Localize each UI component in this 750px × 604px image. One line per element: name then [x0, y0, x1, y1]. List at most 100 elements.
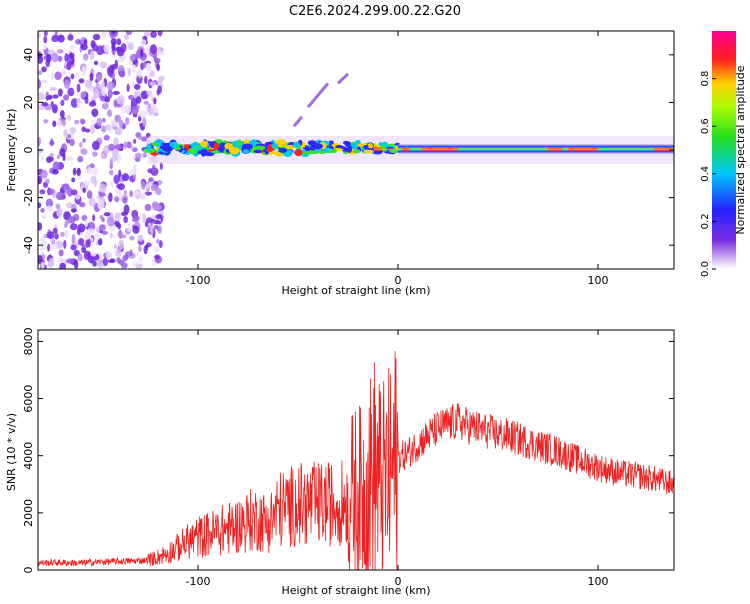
spectrogram-noise-cell — [142, 213, 146, 223]
spectrogram-noise-cell — [158, 75, 165, 82]
spectrogram-band-blob — [253, 149, 262, 154]
spectrogram-noise-cell — [82, 187, 86, 193]
spectrogram-noise-cell — [129, 249, 133, 257]
spectrogram-noise-cell — [45, 198, 54, 208]
spectrogram-noise-cell — [67, 134, 71, 139]
spectrogram-y-tick-label: 40 — [22, 48, 35, 62]
spectrogram-band-blob — [347, 145, 353, 153]
spectrogram-band-blob — [200, 140, 209, 148]
spectrogram-noise-cell — [156, 89, 160, 96]
spectrogram-noise-cell — [38, 32, 41, 38]
spectrogram-noise-cell — [150, 184, 159, 192]
spectrogram-y-ticks: -40 -20 0 20 40 — [22, 48, 674, 254]
spectrogram-band-blob — [162, 146, 173, 152]
spectrogram-noise-cell — [114, 220, 120, 228]
spectrogram-noise-cell — [52, 227, 58, 234]
spectrogram-noise-cell — [144, 75, 148, 85]
spectrogram-noise-cell — [153, 246, 160, 253]
spectrogram-noise-cell — [143, 100, 150, 105]
colorbar-ticks: 0.0 0.2 0.4 0.6 0.8 — [700, 71, 716, 277]
spectrogram-noise-cell — [77, 227, 81, 236]
spectrogram-noise-cell — [114, 144, 123, 150]
spectrogram-noise-cell — [90, 252, 97, 257]
spectrogram-noise-cell — [138, 244, 142, 253]
colorbar-label: Normalized spectral amplitude — [734, 65, 747, 234]
spectrogram-noise-cell — [47, 188, 55, 195]
spectrogram-noise-cell — [153, 97, 157, 105]
spectrogram-noise-cell — [78, 78, 85, 84]
spectrogram-band-blob — [146, 143, 152, 152]
spectrogram-noise-cell — [66, 61, 72, 71]
spectrogram-noise-cell — [91, 108, 99, 117]
spectrogram-noise-cell — [133, 190, 139, 196]
spectrogram-noise-cell — [50, 72, 55, 80]
spectrogram-noise-cell — [61, 183, 70, 190]
spectrogram-x-tick-label: 100 — [588, 274, 609, 287]
spectrogram-noise-cell — [79, 141, 83, 148]
spectrogram-band-blob — [242, 149, 250, 154]
spectrogram-band-blob — [352, 148, 361, 154]
spectrogram-noise-cell — [80, 91, 87, 99]
spectrogram-noise-cell — [100, 152, 105, 160]
spectrogram-noise-cell — [154, 254, 160, 260]
spectrogram-noise-cell — [40, 261, 45, 269]
spectrogram-noise-cell — [86, 190, 93, 199]
spectrogram-noise-cell — [134, 152, 142, 159]
spectrogram-noise-cell — [68, 138, 75, 146]
spectrogram-noise-cell — [88, 197, 96, 207]
spectrogram-noise-cell — [127, 42, 134, 50]
spectrogram-noise-cell — [92, 214, 96, 222]
spectrogram-noise-cell — [84, 79, 92, 89]
spectrogram-noise-cell — [66, 156, 73, 162]
spectrogram-noise-cell — [41, 102, 49, 107]
spectrogram-noise-cell — [38, 79, 42, 90]
spectrogram-noise-cell — [113, 137, 119, 147]
snr-y-ticks: 0 2000 4000 6000 8000 — [22, 327, 674, 574]
spectrogram-noise-cell — [116, 183, 123, 189]
spectrogram-noise-cell — [43, 233, 47, 238]
spectrogram-noise-cell — [118, 191, 122, 201]
spectrogram-noise-cell — [126, 141, 132, 149]
spectrogram-noise-cell — [148, 107, 155, 115]
spectrogram-band-blob — [284, 144, 295, 150]
spectrogram-noise-cell — [119, 70, 126, 78]
spectrogram-noise-cell — [68, 52, 75, 59]
spectrogram-noise-cell — [81, 65, 87, 76]
spectrogram-noise-cell — [103, 44, 110, 53]
spectrogram-x-axis-label: Height of straight line (km) — [281, 284, 430, 297]
snr-x-tick-label: -100 — [186, 575, 211, 588]
spectrogram-noise-cell — [50, 244, 59, 250]
spectrogram-band-blob — [363, 145, 369, 150]
spectrogram-noise-cell — [117, 94, 125, 105]
spectrogram-noise-cell — [144, 191, 153, 196]
spectrogram-y-tick-label: 0 — [22, 147, 35, 154]
spectrogram-noise-cell — [60, 99, 65, 106]
spectrogram-noise-cell — [76, 167, 81, 177]
spectrogram-noise-cell — [70, 208, 77, 213]
spectrogram-noise-cell — [74, 119, 80, 125]
spectrogram-noise-cell — [114, 212, 121, 222]
spectrogram-noise-cell — [117, 230, 123, 238]
spectrogram-noise-cell — [109, 258, 116, 264]
spectrogram-noise-cell — [140, 90, 149, 100]
spectrogram-noise-cell — [159, 210, 164, 216]
spectrogram-noise-cell — [54, 233, 59, 240]
spectrogram-band-blob — [237, 139, 242, 147]
spectrogram-noise-cell — [56, 119, 62, 128]
spectrogram-noise-cell — [141, 136, 148, 142]
spectrogram-noise-cell — [133, 138, 137, 144]
spectrogram-noise-cell — [80, 148, 88, 155]
spectrogram-noise-cell — [68, 216, 76, 224]
spectrogram-noise-cell — [77, 253, 83, 262]
spectrogram-noise-cell — [155, 214, 163, 220]
spectrogram-band-blob — [213, 142, 219, 151]
spectrogram-noise-cell — [57, 55, 63, 62]
spectrogram-noise-cell — [38, 152, 41, 158]
spectrogram-noise-cell — [108, 192, 113, 203]
spectrogram-band-blob — [150, 142, 159, 146]
spectrogram-noise-cell — [52, 161, 60, 171]
spectrogram-noise-cell — [46, 231, 55, 239]
spectrogram-noise-cell — [71, 189, 78, 196]
spectrogram-noise-cell — [153, 55, 158, 63]
spectrogram-noise-cell — [127, 223, 131, 232]
